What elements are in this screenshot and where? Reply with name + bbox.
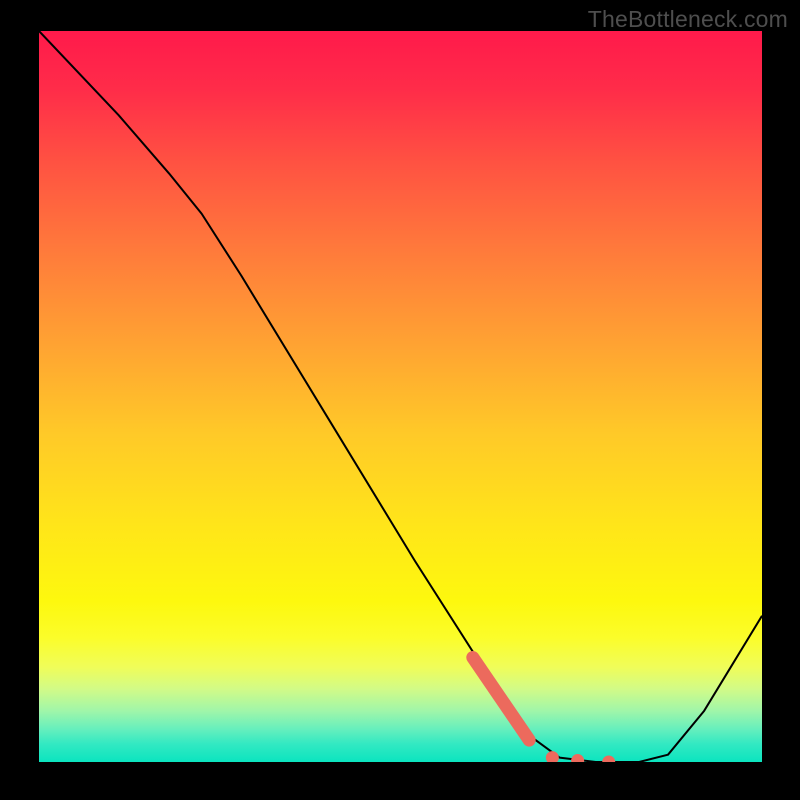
watermark-text: TheBottleneck.com (588, 6, 788, 33)
chart-canvas: TheBottleneck.com (0, 0, 800, 800)
chart-svg (39, 31, 762, 762)
plot-area (39, 31, 762, 762)
gradient-background (39, 31, 762, 762)
